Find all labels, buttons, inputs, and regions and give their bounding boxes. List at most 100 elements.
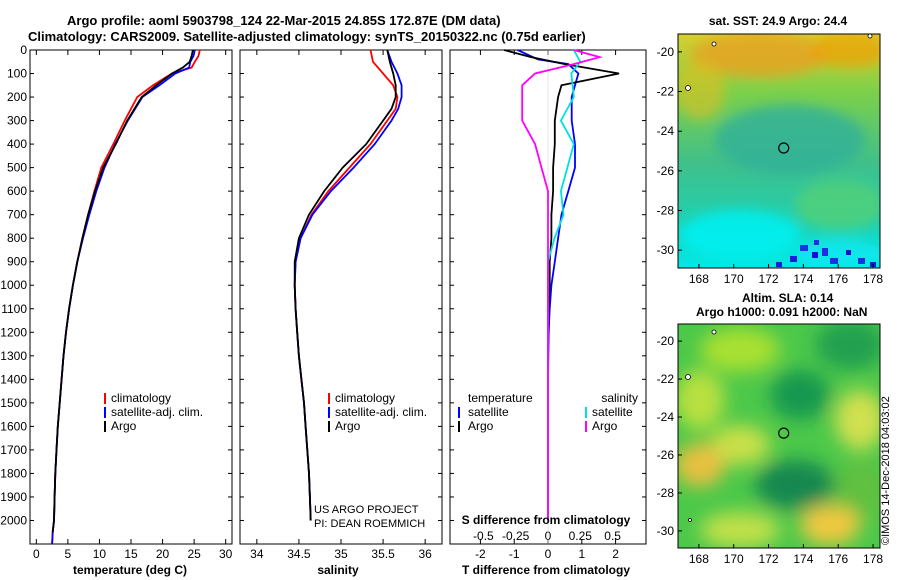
legend-argo: Argo (111, 419, 137, 433)
sla-map-frame (677, 323, 881, 549)
salinity-series-argo (293, 49, 397, 521)
title-line-2: Climatology: CARS2009. Satellite-adjuste… (28, 29, 586, 44)
ytick-label: 800 (7, 231, 27, 245)
temperature-axes-frame (29, 49, 233, 545)
map-ytick-label: -24 (657, 410, 675, 424)
map-ytick-label: -20 (657, 334, 675, 348)
xtick-label: 0 (545, 547, 552, 561)
ytick-label: 400 (7, 137, 27, 151)
xtick-label: 30 (219, 547, 233, 561)
temperature-lines (51, 49, 201, 545)
sst-field (678, 34, 880, 268)
salinity-ticks: 34 34.5 35 35.5 36 (240, 49, 442, 561)
map-xtick-label: 168 (689, 552, 709, 566)
salinity-series-satellite-adj-clim- (293, 49, 403, 521)
sst-map-frame (677, 33, 881, 269)
ytick-label: 1400 (0, 372, 27, 386)
ytick-label: 1300 (0, 349, 27, 363)
map-xtick-label: 176 (828, 272, 848, 286)
legend-swatch-argo (328, 421, 330, 432)
ytick-label: 900 (7, 255, 27, 269)
temperature-series-argo (51, 49, 194, 533)
temperature-legend: climatology satellite-adj. clim. Argo (104, 391, 203, 433)
s-diff-tick-label: 0.25 (569, 529, 593, 543)
xtick-label: 34.5 (287, 547, 311, 561)
map-ytick-label: -28 (657, 203, 675, 217)
xtick-label: 0 (33, 547, 40, 561)
salinity-xlabel: salinity (317, 563, 359, 577)
ytick-label: 2000 (0, 513, 27, 527)
salinity-axes-frame (239, 49, 443, 545)
legend-swatch-t-argo (458, 421, 460, 432)
sla-map-title: Altim. SLA: 0.14 (742, 291, 834, 305)
difference-lines (503, 49, 620, 521)
sla-map-panel: Altim. SLA: 0.14 Argo h1000: 0.091 h2000… (657, 291, 884, 566)
legend-swatch-satellite (328, 407, 330, 418)
map-xtick-label: 172 (759, 272, 779, 286)
xtick-label: 34 (250, 547, 264, 561)
sst-map-panel: sat. SST: 24.9 Argo: 24.4 (657, 14, 884, 286)
ytick-label: 1100 (1, 302, 27, 316)
differences-series-salinity-satellite (547, 49, 582, 521)
temperature-xlabel: temperature (deg C) (73, 563, 187, 577)
legend-swatch-climatology (328, 393, 330, 404)
xtick-label: 5 (65, 547, 72, 561)
xtick-label: 2 (612, 547, 619, 561)
difference-panel: -2 -1 0 1 2-0.5 -0.25 0 0.25 0.5 T difference fr… (449, 49, 647, 577)
xtick-label: -1 (509, 547, 520, 561)
map-xtick-label: 176 (828, 552, 848, 566)
map-ytick-label: -30 (657, 524, 675, 538)
title-line-1: Argo profile: aoml 5903798_124 22-Mar-20… (67, 13, 501, 28)
credit-line-project: US ARGO PROJECT (314, 504, 419, 516)
xtick-label: 15 (124, 547, 138, 561)
temperature-panel: 0100200300400500600700800900100011001200… (0, 43, 232, 577)
legend-t-argo: Argo (468, 419, 494, 433)
map-xtick-label: 174 (793, 272, 813, 286)
xtick-label: 25 (187, 547, 201, 561)
xtick-label: -2 (475, 547, 486, 561)
ytick-label: 0 (20, 43, 27, 57)
sst-map-title: sat. SST: 24.9 Argo: 24.4 (709, 14, 848, 28)
ytick-label: 1600 (0, 419, 27, 433)
legend-s-satellite: satellite (592, 405, 633, 419)
s-diff-tick-label: -0.25 (502, 529, 530, 543)
s-diff-tick-label: 0.5 (604, 529, 621, 543)
xtick-label: 10 (93, 547, 107, 561)
difference-legend: temperature satellite Argo salinity sate… (458, 391, 638, 433)
legend-t-satellite: satellite (468, 405, 509, 419)
map-xtick-label: 170 (724, 272, 744, 286)
s-diff-tick-label: -0.5 (473, 529, 494, 543)
xtick-label: 36 (418, 547, 432, 561)
legend-s-argo: Argo (592, 419, 618, 433)
xtick-label: 35 (334, 547, 348, 561)
credit-line-pi: PI: DEAN ROEMMICH (314, 518, 426, 530)
legend-climatology: climatology (111, 391, 171, 405)
legend-salinity-title: salinity (601, 391, 638, 405)
legend-swatch-t-satellite (458, 407, 460, 418)
legend-satellite: satellite-adj. clim. (111, 405, 203, 419)
map-ytick-label: -26 (657, 448, 675, 462)
ytick-label: 500 (7, 161, 27, 175)
xtick-label: 35.5 (371, 547, 395, 561)
map-ytick-label: -24 (657, 124, 675, 138)
legend-swatch-climatology (104, 393, 106, 404)
legend-swatch-satellite (104, 407, 106, 418)
ytick-label: 1700 (0, 443, 27, 457)
s-difference-label: S difference from climatology (462, 513, 631, 527)
legend-swatch-s-satellite (585, 407, 587, 418)
legend-satellite: satellite-adj. clim. (335, 405, 427, 419)
ytick-label: 600 (7, 184, 27, 198)
salinity-series-climatology (293, 49, 399, 521)
xtick-label: 20 (156, 547, 170, 561)
differences-series-salinity-argo (521, 49, 604, 521)
map-ytick-label: -28 (657, 486, 675, 500)
ytick-label: 700 (7, 208, 27, 222)
t-difference-xlabel: T difference from climatology (462, 563, 630, 577)
legend-argo: Argo (335, 419, 361, 433)
map-ytick-label: -30 (657, 243, 675, 257)
map-ytick-label: -20 (657, 45, 675, 59)
ytick-label: 1000 (0, 278, 27, 292)
map-xtick-label: 178 (863, 552, 883, 566)
xtick-label: 1 (578, 547, 585, 561)
